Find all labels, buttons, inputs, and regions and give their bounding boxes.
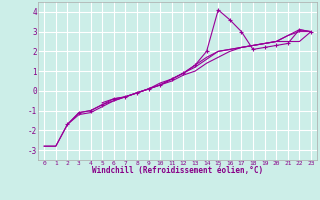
X-axis label: Windchill (Refroidissement éolien,°C): Windchill (Refroidissement éolien,°C) (92, 166, 263, 175)
